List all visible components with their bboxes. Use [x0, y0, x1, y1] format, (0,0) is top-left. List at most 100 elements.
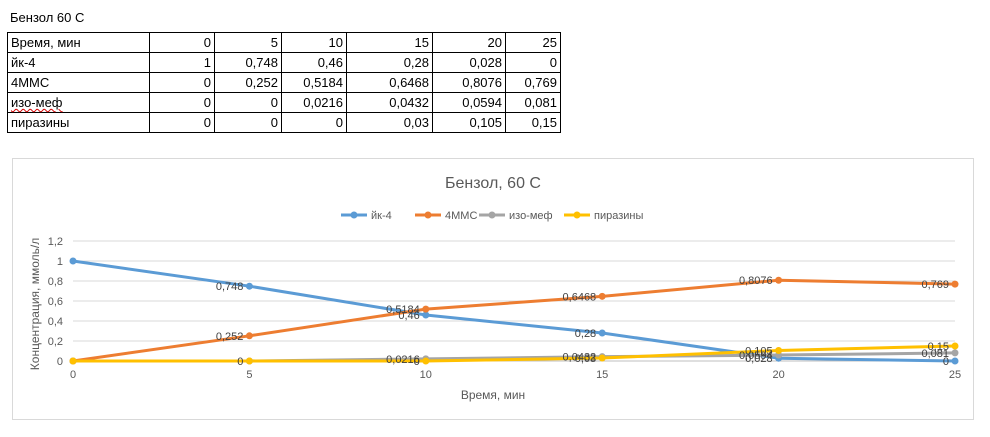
table-header-cell[interactable]: 0	[149, 32, 215, 53]
table-cell[interactable]: 0	[281, 112, 347, 133]
data-label: 0,15	[928, 341, 949, 353]
data-label: 0	[414, 356, 420, 368]
table-cell[interactable]: 0,6468	[346, 72, 433, 93]
table-cell[interactable]: 0	[149, 72, 215, 93]
legend-label: 4ММС	[445, 210, 477, 222]
data-label: 0,769	[921, 279, 949, 291]
table-cell[interactable]: 0,03	[346, 112, 433, 133]
data-label: 0,252	[216, 331, 244, 343]
data-point	[422, 305, 430, 313]
y-axis-title[interactable]: Концентрация, ммоль/л	[28, 238, 42, 370]
table-cell[interactable]: 0,8076	[432, 72, 506, 93]
data-point	[245, 282, 253, 290]
table-row-label[interactable]: 4ММС	[7, 72, 150, 93]
table-header-cell[interactable]: 15	[346, 32, 433, 53]
data-label: 0,8076	[739, 275, 773, 287]
table-cell[interactable]: 0,252	[214, 72, 282, 93]
table-cell[interactable]: 0,0216	[281, 92, 347, 113]
chart-title[interactable]: Бензол, 60 С	[445, 175, 541, 192]
data-label: 0,0432	[563, 352, 597, 364]
x-tick-label: 5	[246, 369, 252, 381]
table-header-row: Время, мин 0 5 10 15 20 25	[7, 32, 561, 53]
y-tick-label: 0	[57, 356, 63, 368]
series-line	[72, 259, 956, 363]
data-label: 0,28	[575, 328, 596, 340]
table-row-label[interactable]: пиразины	[7, 112, 150, 133]
table-row: изо-меф 0 0 0,0216 0,0432 0,0594 0,081	[7, 92, 561, 113]
table-cell[interactable]: 0	[505, 52, 561, 73]
data-point	[69, 357, 77, 365]
table-cell[interactable]: 0,0594	[432, 92, 506, 113]
data-point	[951, 342, 959, 350]
y-tick-label: 1	[57, 256, 63, 268]
table-cell[interactable]: 0	[149, 92, 215, 113]
data-point	[422, 357, 430, 365]
plot-area: 00,20,40,60,811,20 5 10 15 20 250,7480,460,28…	[48, 236, 961, 381]
table-header-cell[interactable]: 10	[281, 32, 347, 53]
data-label: 0	[237, 356, 243, 368]
table-cell[interactable]: 0,28	[346, 52, 433, 73]
data-label: 0,028	[745, 353, 773, 365]
table-cell[interactable]: 0,15	[505, 112, 561, 133]
chart-legend[interactable]: йк-4 4ММС изо-меф пиразины	[341, 210, 643, 222]
data-table: Время, мин 0 5 10 15 20 25 йк-4 1 0,748 …	[7, 32, 561, 133]
legend-swatch-marker	[573, 211, 581, 219]
legend-swatch-marker	[488, 211, 496, 219]
sheet-title: Бензол 60 С	[10, 10, 85, 25]
y-tick-label: 0,6	[48, 296, 63, 308]
data-point	[69, 257, 77, 265]
x-tick-label: 25	[949, 369, 961, 381]
series-line	[72, 278, 956, 363]
chart-area[interactable]: Бензол, 60 С йк-4 4ММС изо-меф пиразины 0 0,…	[12, 158, 974, 420]
legend-label: изо-меф	[509, 210, 553, 222]
table-cell[interactable]: 0	[149, 112, 215, 133]
table-header-cell[interactable]: 5	[214, 32, 282, 53]
x-tick-label: 0	[70, 369, 76, 381]
table-header-cell[interactable]: 20	[432, 32, 506, 53]
data-point	[951, 357, 959, 365]
table-cell[interactable]: 0,748	[214, 52, 282, 73]
data-point	[422, 311, 430, 319]
table-cell[interactable]: 0	[214, 92, 282, 113]
table-header-cell[interactable]: 25	[505, 32, 561, 53]
data-label: 0,5184	[386, 304, 420, 316]
y-tick-label: 0,2	[48, 336, 63, 348]
x-tick-label: 20	[772, 369, 784, 381]
data-label: 0,46	[398, 310, 419, 322]
x-axis-title[interactable]: Время, мин	[461, 388, 525, 402]
table-cell[interactable]: 0,0432	[346, 92, 433, 113]
table-cell[interactable]: 0,028	[432, 52, 506, 73]
data-point	[775, 347, 783, 354]
table-cell[interactable]: 0	[214, 112, 282, 133]
y-tick-label: 0,4	[48, 316, 63, 328]
table-cell[interactable]: 0,46	[281, 52, 347, 73]
table-cell[interactable]: 0,081	[505, 92, 561, 113]
data-point	[775, 276, 783, 284]
line-chart: Бензол, 60 С йк-4 4ММС изо-меф пиразины 00,…	[28, 175, 961, 402]
data-label: 0,0594	[739, 350, 773, 362]
table-cell[interactable]: 0,105	[432, 112, 506, 133]
data-label: 0,0216	[386, 354, 420, 366]
table-row: 4ММС 0 0,252 0,5184 0,6468 0,8076 0,769	[7, 72, 561, 93]
data-label: 0,6468	[563, 291, 597, 303]
data-point	[598, 354, 606, 362]
data-label: 0	[943, 356, 949, 368]
legend-swatch-marker	[424, 211, 432, 219]
y-tick-label: 1,2	[48, 236, 63, 248]
legend-label: йк-4	[371, 210, 392, 222]
spellcheck-underlined-label: изо-меф	[11, 95, 63, 110]
data-point	[951, 349, 959, 357]
table-cell[interactable]: 1	[149, 52, 215, 73]
table-cell[interactable]: 0,769	[505, 72, 561, 93]
legend-label: пиразины	[594, 210, 643, 222]
table-row-label[interactable]: изо-меф	[7, 92, 150, 113]
table-cell[interactable]: 0,5184	[281, 72, 347, 93]
table-row: пиразины 0 0 0 0,03 0,105 0,15	[7, 112, 561, 133]
data-point	[245, 357, 253, 365]
data-label: 0,105	[745, 346, 773, 358]
table-header-label[interactable]: Время, мин	[7, 32, 150, 53]
table-row-label[interactable]: йк-4	[7, 52, 150, 73]
data-point	[245, 332, 253, 340]
x-tick-label: 10	[420, 369, 432, 381]
data-point	[598, 292, 606, 300]
